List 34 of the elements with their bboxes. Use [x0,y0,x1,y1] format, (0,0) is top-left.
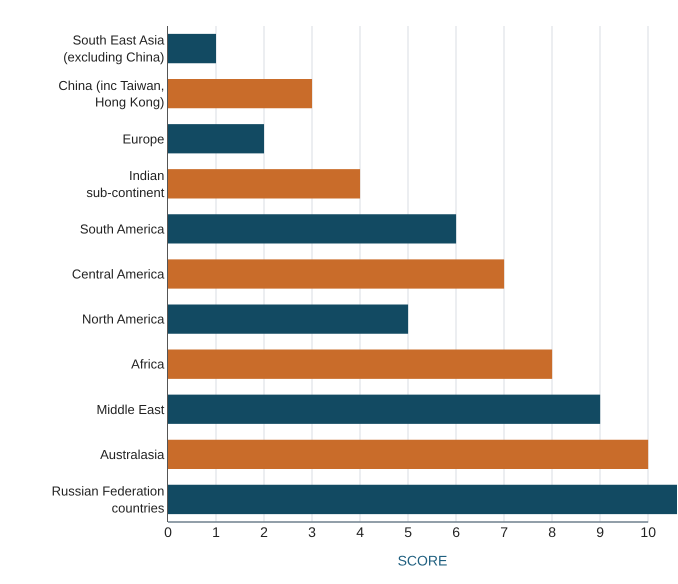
y-tick-label: South East Asia (excluding China) [63,32,166,65]
y-tick-label: Indian sub-continent [86,168,165,200]
x-axis-title: SCORE [398,552,448,568]
y-tick-label: South America [80,221,166,236]
bar [168,78,312,108]
x-tick-label: 7 [500,524,508,540]
x-tick-label: 4 [356,524,364,540]
x-tick-label: 1 [212,524,220,540]
y-tick-label: Australasia [100,446,166,462]
bar [168,124,264,154]
bar [168,394,600,424]
x-tick-label: 0 [164,524,172,540]
bar [168,214,456,244]
y-tick-label: Central America [72,266,166,282]
x-tick-label: 10 [640,524,656,540]
bar [168,304,408,334]
bar [168,440,648,470]
bar [168,350,552,379]
bar [168,259,504,289]
x-tick-label: 5 [404,524,412,540]
y-tick-label: Russian Federation countries [52,484,165,516]
y-tick-label: North America [82,312,166,327]
y-tick-label: Africa [131,356,166,372]
bar [168,169,360,198]
x-tick-label: 2 [260,524,268,540]
x-tick-label: 6 [452,524,460,540]
x-tick-label: 8 [548,524,556,540]
x-tick-label: 3 [308,524,316,540]
bar [168,34,216,64]
y-tick-label: China (inc Taiwan, Hong Kong) [58,78,164,110]
x-tick-label: 9 [596,524,604,540]
bar [168,484,677,514]
y-tick-label: Europe [122,131,164,146]
y-tick-label: Middle East [96,402,165,417]
